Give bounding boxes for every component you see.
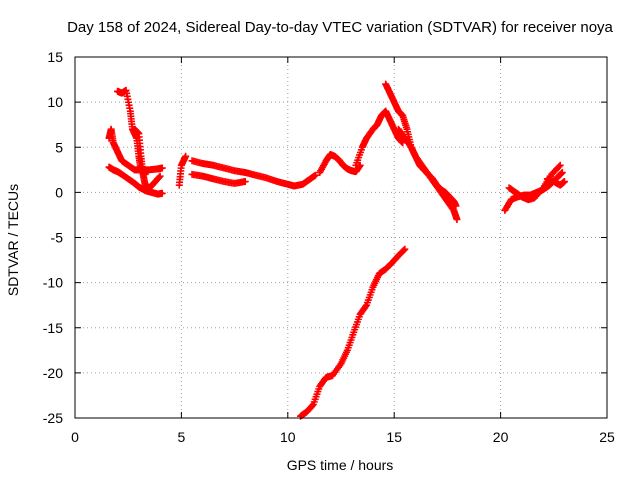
data-point <box>556 161 564 169</box>
y-tick-label: -5 <box>51 230 64 246</box>
data-point <box>241 178 249 186</box>
y-tick-label: 10 <box>47 94 63 110</box>
y-tick-label: 15 <box>47 49 63 65</box>
x-axis-title: GPS time / hours <box>287 457 394 473</box>
data-point <box>311 171 319 179</box>
chart-title: Day 158 of 2024, Sidereal Day-to-day VTE… <box>67 19 613 36</box>
series-arc-k <box>394 125 461 223</box>
y-tick-label: -10 <box>43 275 63 291</box>
data-point-trail <box>555 163 563 171</box>
data-point <box>453 215 461 223</box>
data-point-trail <box>557 169 565 177</box>
x-tick-label: 10 <box>280 429 296 445</box>
series-arc-h <box>316 150 364 177</box>
data-series <box>105 80 568 420</box>
data-point <box>156 172 164 180</box>
y-tick-label: -20 <box>43 365 63 381</box>
data-point <box>560 178 568 186</box>
series-arc-n <box>505 161 564 204</box>
y-tick-label: -25 <box>43 410 63 426</box>
series-arc-l <box>297 245 409 420</box>
series-arc-i <box>352 107 407 169</box>
y-tick-label: 5 <box>55 139 63 155</box>
series-arc-f <box>188 157 319 190</box>
data-point <box>182 152 190 160</box>
data-point-trail <box>362 302 370 310</box>
series-arc-o <box>543 175 568 189</box>
data-point <box>158 189 166 197</box>
y-tick-label: 0 <box>55 184 63 200</box>
series-arc-d <box>131 125 164 192</box>
x-tick-label: 5 <box>178 429 186 445</box>
data-point <box>401 245 409 253</box>
x-tick-label: 20 <box>493 429 509 445</box>
series-arc-g <box>188 170 249 187</box>
x-tick-label: 15 <box>386 429 402 445</box>
series-arc-e <box>175 152 190 189</box>
data-point-trail <box>400 246 408 254</box>
y-axis-title: SDTVAR / TECUs <box>5 184 21 296</box>
data-point <box>158 164 166 172</box>
data-point <box>558 169 566 177</box>
axes: 0 5 10 15 20 25 -25 -20 -15 -10 -5 0 5 10 15 <box>43 49 615 445</box>
x-tick-label: 0 <box>71 429 79 445</box>
series-arc-a <box>105 163 166 198</box>
data-point-trail <box>155 173 163 181</box>
grid-lines <box>75 57 607 418</box>
x-tick-label: 25 <box>599 429 615 445</box>
y-tick-label: -15 <box>43 320 63 336</box>
data-point-trail <box>308 401 316 409</box>
